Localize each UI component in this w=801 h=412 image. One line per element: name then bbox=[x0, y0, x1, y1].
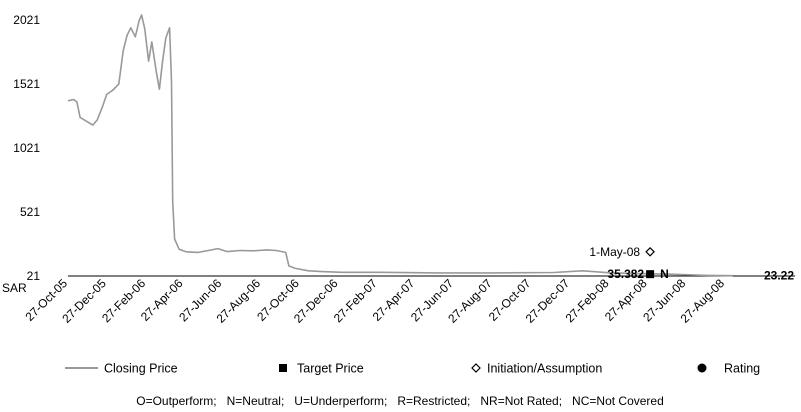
y-tick-label: 521 bbox=[20, 205, 40, 219]
initiation-marker bbox=[645, 246, 655, 257]
initiation-date-label: 1-May-08 bbox=[589, 245, 640, 259]
last-price-label: 23.22 bbox=[764, 269, 794, 283]
y-tick-label: 1521 bbox=[13, 77, 40, 91]
y-tick-label: 1021 bbox=[13, 141, 40, 155]
legend-circle-swatch bbox=[697, 363, 707, 373]
x-tick-label: 27-Feb-08 bbox=[563, 276, 612, 325]
series-layer bbox=[67, 14, 733, 277]
y-tick-label: 21 bbox=[27, 269, 41, 283]
y-tick-label: 2021 bbox=[13, 13, 40, 27]
rating-label: N bbox=[660, 267, 669, 281]
legend: Closing Price Target Price Initiation/Assu… bbox=[65, 362, 760, 376]
legend-label: Target Price bbox=[297, 362, 364, 376]
rating-marker bbox=[647, 271, 654, 278]
legend-diamond-swatch bbox=[471, 363, 481, 373]
legend-square-swatch bbox=[279, 364, 287, 372]
y-axis-unit: SAR bbox=[2, 281, 27, 295]
rating-footnote: O=Outperform; N=Neutral; U=Underperform;… bbox=[136, 394, 664, 408]
x-tick-labels: 27-Oct-0527-Dec-0527-Feb-0627-Apr-0627-J… bbox=[22, 276, 727, 326]
target-price-label: 35.382 bbox=[607, 267, 644, 281]
closing-price-line bbox=[67, 14, 733, 277]
legend-label: Rating bbox=[724, 362, 760, 376]
legend-label: Closing Price bbox=[104, 362, 178, 376]
legend-label: Initiation/Assumption bbox=[487, 362, 602, 376]
annotations-layer: 1-May-08 35.382 N 23.22 bbox=[589, 245, 794, 283]
y-tick-labels: 21 521 1021 1521 2021 SAR bbox=[2, 13, 40, 295]
